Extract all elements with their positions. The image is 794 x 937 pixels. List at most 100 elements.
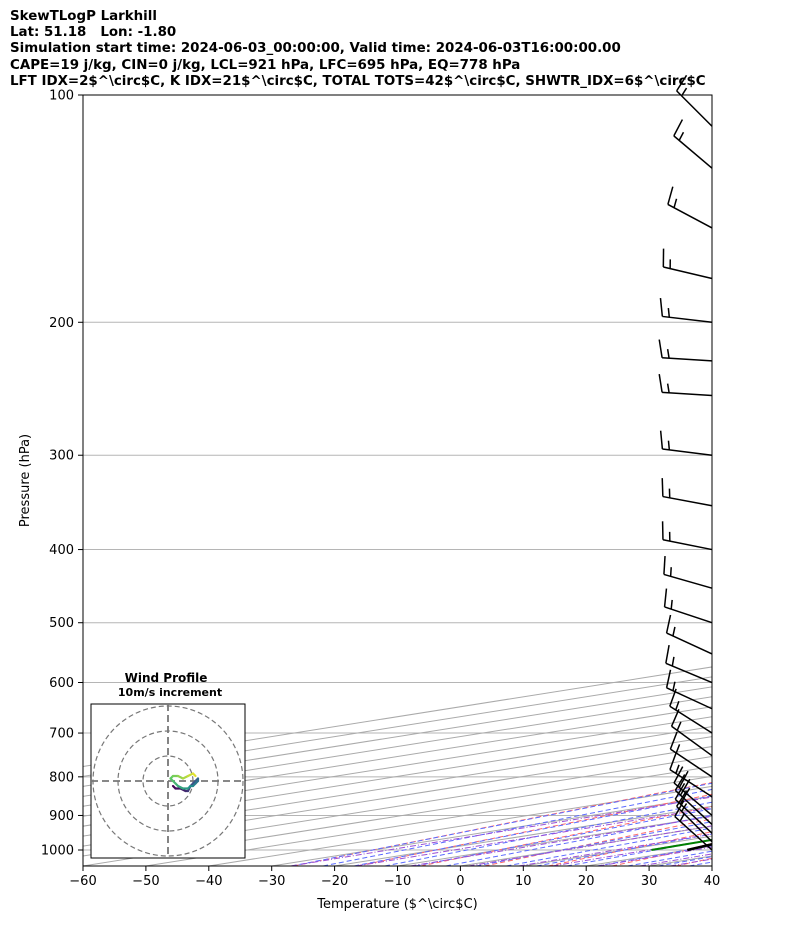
location-line: Lat: 51.18 Lon: -1.80 xyxy=(10,25,177,41)
x-tick-label: −50 xyxy=(132,874,159,889)
wind-barb-half-flag xyxy=(672,626,676,637)
wind-barb-staff xyxy=(662,539,713,551)
chart-title: SkewTLogP Larkhill xyxy=(10,9,157,24)
indices-line: LFT IDX=2$^\circ$C, K IDX=21$^\circ$C, T… xyxy=(10,73,706,89)
dry-adiabat-line xyxy=(611,844,712,866)
isotherm-line xyxy=(83,716,712,817)
moist-adiabat-line xyxy=(354,795,712,866)
x-tick-label: −30 xyxy=(258,874,285,889)
moist-adiabat-line xyxy=(536,833,712,866)
time-line: Simulation start time: 2024-06-03_00:00:… xyxy=(10,41,621,57)
wind-barb-full-flag xyxy=(665,644,670,664)
wind-barb-full-flag xyxy=(669,731,678,750)
y-tick-label: 200 xyxy=(49,316,74,331)
wind-barb-half-flag xyxy=(676,721,682,731)
wind-barb-staff xyxy=(676,90,713,127)
wind-barb-half-flag xyxy=(675,701,680,711)
wind-barb-full-flag xyxy=(670,709,680,727)
wind-barbs xyxy=(658,74,713,851)
isotherm-line xyxy=(83,696,712,797)
moist-adiabat-line xyxy=(291,782,712,866)
y-tick-label: 500 xyxy=(49,616,74,631)
y-tick-label: 800 xyxy=(49,770,74,785)
plot-area xyxy=(83,95,794,866)
isotherm-line xyxy=(83,736,712,837)
x-tick-label: 20 xyxy=(578,874,595,889)
isotherm-line xyxy=(711,865,712,866)
mixing-ratio-line xyxy=(410,815,712,866)
wind-barb-half-flag xyxy=(669,567,672,577)
y-tick-label: 600 xyxy=(49,676,74,691)
isotherm-line xyxy=(271,795,712,866)
inset-title: Wind Profile xyxy=(125,671,208,685)
wind-barb-staff xyxy=(665,662,713,684)
wind-barb-staff xyxy=(662,391,713,397)
wind-barb-staff xyxy=(666,687,713,710)
temperature-profile-line xyxy=(687,842,712,851)
dry-adiabat-line xyxy=(484,818,712,866)
wind-barb-staff xyxy=(663,266,713,280)
wind-barb-full-flag xyxy=(673,119,684,137)
isotherm-line xyxy=(83,676,712,777)
wind-barb-half-flag xyxy=(667,440,671,450)
params-line: CAPE=19 j/kg, CIN=0 j/kg, LCL=921 hPa, L… xyxy=(10,57,521,73)
y-tick-label: 300 xyxy=(49,449,74,464)
isotherm-line xyxy=(83,666,712,767)
x-tick-label: 10 xyxy=(515,874,532,889)
wind-barb-full-flag xyxy=(674,782,686,800)
isotherm-line xyxy=(397,815,712,866)
wind-barb-staff xyxy=(667,203,713,229)
wind-barb-staff xyxy=(664,606,713,624)
wind-barb-full-flag xyxy=(667,186,674,205)
wind-barb-staff xyxy=(676,805,713,843)
dry-adiabat-line xyxy=(675,857,712,866)
x-tick-label: 40 xyxy=(704,874,721,889)
wind-barb-staff xyxy=(669,748,713,778)
wind-barb-full-flag xyxy=(665,669,672,688)
moist-adiabat-line xyxy=(720,95,794,866)
dry-adiabat-line xyxy=(293,782,712,866)
wind-barb-full-flag xyxy=(659,430,664,450)
x-tick-label: −10 xyxy=(384,874,411,889)
moist-adiabat-line xyxy=(506,827,712,866)
mixing-ratio-line xyxy=(290,796,712,866)
x-axis-label: Temperature ($^\circ$C) xyxy=(316,897,477,912)
wind-barb-staff xyxy=(674,798,713,834)
dry-adiabat-line xyxy=(356,793,712,866)
wind-barb-staff xyxy=(662,357,713,362)
wind-barb-half-flag xyxy=(666,383,670,393)
cape-fill xyxy=(751,95,794,835)
moist-adiabat-line xyxy=(476,821,712,866)
dewpoint-profile-line xyxy=(651,838,712,851)
wind-barb-half-flag xyxy=(671,656,675,667)
wind-barb-full-flag xyxy=(676,74,688,92)
isotherm-line xyxy=(649,855,712,866)
wind-barb-half-flag xyxy=(672,681,676,691)
wind-barb-staff xyxy=(673,135,713,169)
parcel-profile-line xyxy=(687,843,712,852)
wind-barb-staff xyxy=(671,725,713,757)
wind-barb-full-flag xyxy=(663,588,668,607)
mixing-ratio-line xyxy=(670,858,712,866)
y-tick-label: 400 xyxy=(49,543,74,558)
isotherm-line xyxy=(775,95,794,866)
isotherm-line xyxy=(83,726,712,827)
y-tick-label: 1000 xyxy=(41,844,74,859)
wind-barb-half-flag xyxy=(675,764,680,774)
wind-barb-full-flag xyxy=(679,787,691,805)
wind-barb-full-flag xyxy=(665,614,672,634)
wind-barb-full-flag xyxy=(659,298,664,317)
wind-barb-staff xyxy=(662,448,713,456)
wind-barb-full-flag xyxy=(661,478,664,497)
wind-barb-half-flag xyxy=(670,599,673,610)
wind-barb-staff xyxy=(669,769,713,798)
mixing-ratio-line xyxy=(518,833,712,866)
wind-barb-half-flag xyxy=(678,131,685,141)
y-tick-label: 900 xyxy=(49,809,74,824)
wind-barb-half-flag xyxy=(675,744,681,754)
y-axis-label: Pressure (hPa) xyxy=(18,434,33,527)
moist-adiabat-line xyxy=(627,850,712,866)
x-tick-label: 30 xyxy=(641,874,658,889)
